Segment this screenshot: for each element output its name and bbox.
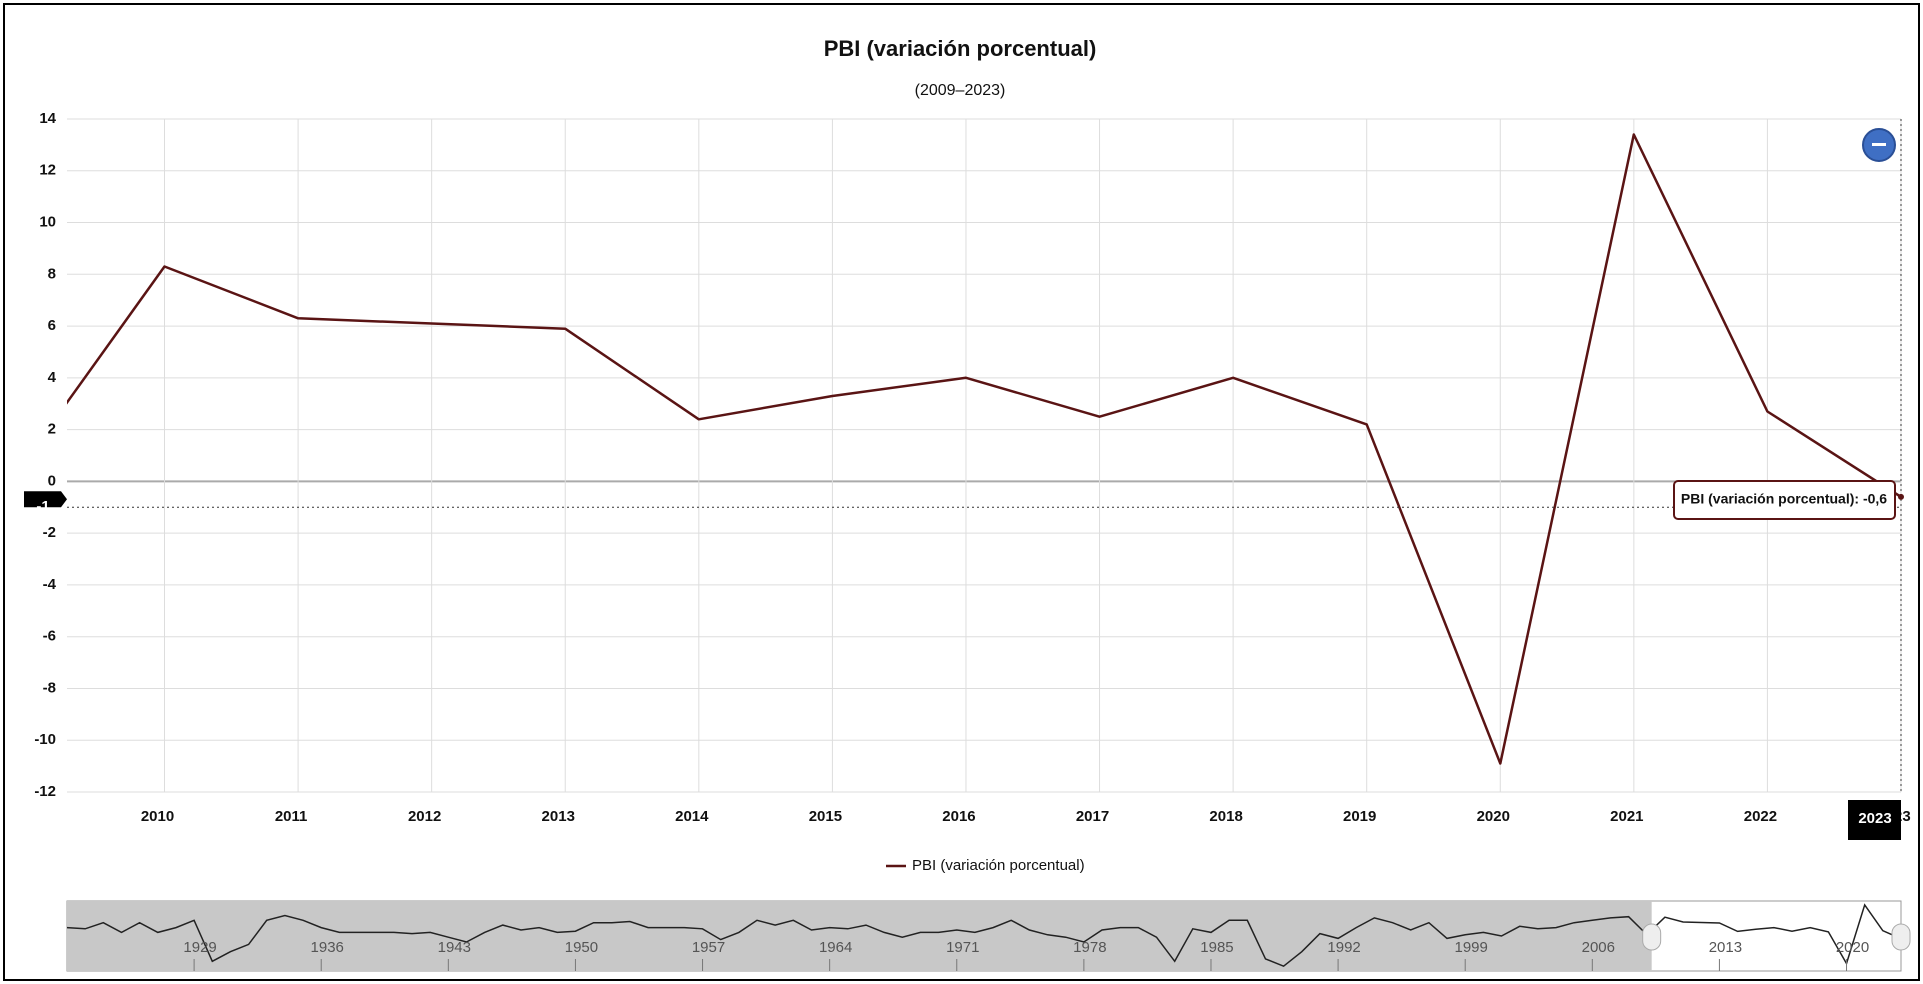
crosshair-y-label: -1: [36, 498, 49, 515]
navigator-mask: [67, 901, 1652, 971]
y-tick-label: -4: [43, 576, 57, 593]
x-tick-label: 2010: [141, 808, 174, 825]
plot-area: [67, 133, 1901, 765]
x-tick-label: 2017: [1076, 808, 1109, 825]
navigator-tick-label: 1929: [183, 939, 216, 956]
navigator-line: [67, 903, 1901, 968]
crosshair-y-label-box: [24, 491, 67, 508]
x-tick-label: 2016: [942, 808, 975, 825]
x-tick-label: 2012: [408, 808, 441, 825]
navigator-tick-label: 1950: [565, 939, 598, 956]
navigator-tick-label: 1957: [692, 939, 725, 956]
navigator-tick-label: 1978: [1073, 939, 1106, 956]
x-tick-label: 2019: [1343, 808, 1376, 825]
navigator-handle[interactable]: [1642, 923, 1662, 951]
y-tick-label: 0: [48, 472, 56, 489]
navigator-tick-label: 1985: [1200, 939, 1233, 956]
navigator-handle[interactable]: [1891, 923, 1911, 951]
crosshair-x-label-box: [1848, 800, 1901, 840]
crosshair-x-label: 2023: [1858, 810, 1891, 827]
legend-label: PBI (variación porcentual): [912, 857, 1085, 874]
y-tick-label: -6: [43, 628, 56, 645]
frame: [3, 3, 1920, 981]
x-tick-label: 2022: [1744, 808, 1777, 825]
navigator-tick-label: 1992: [1327, 939, 1360, 956]
series-line: [67, 133, 1901, 765]
y-tick-label: 4: [48, 369, 57, 386]
tooltip-box: [1673, 480, 1896, 520]
y-tick-label: -8: [43, 679, 56, 696]
navigator-tick-label: 1943: [438, 939, 471, 956]
zoom-out-icon: [1872, 143, 1886, 146]
y-tick-label: 8: [48, 265, 56, 282]
x-tick-label: 2018: [1209, 808, 1242, 825]
y-tick-label: 10: [39, 214, 56, 231]
navigator-tick-label: 1936: [311, 939, 344, 956]
y-tick-label: -2: [43, 524, 56, 541]
tooltip-point: [1898, 493, 1904, 500]
x-tick-label: 2021: [1610, 808, 1643, 825]
navigator-tick-label: 1971: [946, 939, 979, 956]
y-tick-label: 6: [48, 317, 56, 334]
y-tick-label: 12: [39, 162, 56, 179]
y-tick-label: -12: [34, 783, 56, 800]
x-tick-label: 2013: [542, 808, 575, 825]
chart-title: PBI (variación porcentual): [824, 36, 1097, 61]
navigator-area: [67, 903, 1901, 968]
navigator-tick-label: 2020: [1836, 939, 1869, 956]
chart-subtitle: (2009–2023): [915, 82, 1006, 99]
y-tick-label: 14: [39, 110, 56, 127]
navigator-tick-label: 2006: [1582, 939, 1615, 956]
x-tick-label: 2015: [809, 808, 842, 825]
y-tick-label: 2: [48, 421, 56, 438]
navigator-tick-label: 1999: [1455, 939, 1488, 956]
navigator-tick-label: 1964: [819, 939, 852, 956]
x-tick-label: 2014: [675, 808, 709, 825]
tooltip-text: PBI (variación porcentual): -0,6: [1681, 491, 1887, 507]
x-tick-label: 2020: [1477, 808, 1510, 825]
navigator-tick-label: 2013: [1709, 939, 1742, 956]
y-tick-label: -10: [34, 731, 56, 748]
x-tick-label: 2011: [275, 808, 308, 825]
